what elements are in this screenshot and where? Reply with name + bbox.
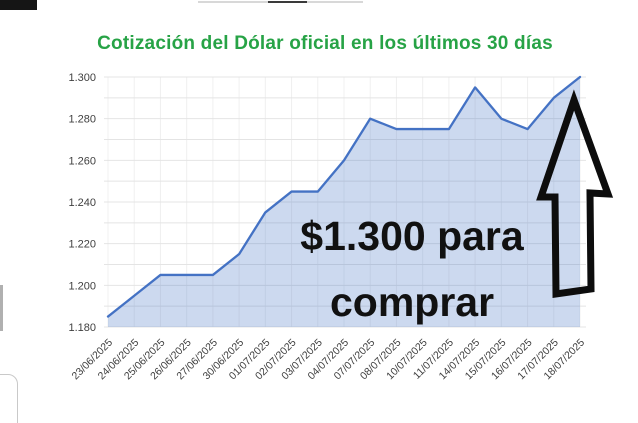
series-line (106, 75, 582, 318)
y-axis-tick-label: 1.280 (68, 114, 96, 126)
top-left-dark-fragment (0, 0, 37, 10)
bottom-left-card-corner (0, 374, 18, 423)
left-edge-scrollbar-fragment[interactable] (0, 285, 3, 331)
price-annotation: $1.300 para comprar (282, 203, 542, 335)
top-scrollbar-thumb[interactable] (268, 1, 307, 3)
price-annotation-line1: $1.300 para (300, 213, 524, 259)
y-axis-tick-label: 1.180 (68, 322, 96, 334)
top-scrollbar-track[interactable] (198, 1, 363, 3)
y-axis-tick-label: 1.200 (68, 280, 96, 292)
y-axis-tick-label: 1.300 (68, 72, 96, 84)
y-axis-tick-label: 1.220 (68, 239, 96, 251)
price-annotation-line2: comprar (329, 279, 495, 325)
y-axis-tick-label: 1.260 (68, 155, 96, 167)
y-axis-tick-label: 1.240 (68, 197, 96, 209)
chart-title: Cotización del Dólar oficial en los últi… (97, 33, 553, 54)
